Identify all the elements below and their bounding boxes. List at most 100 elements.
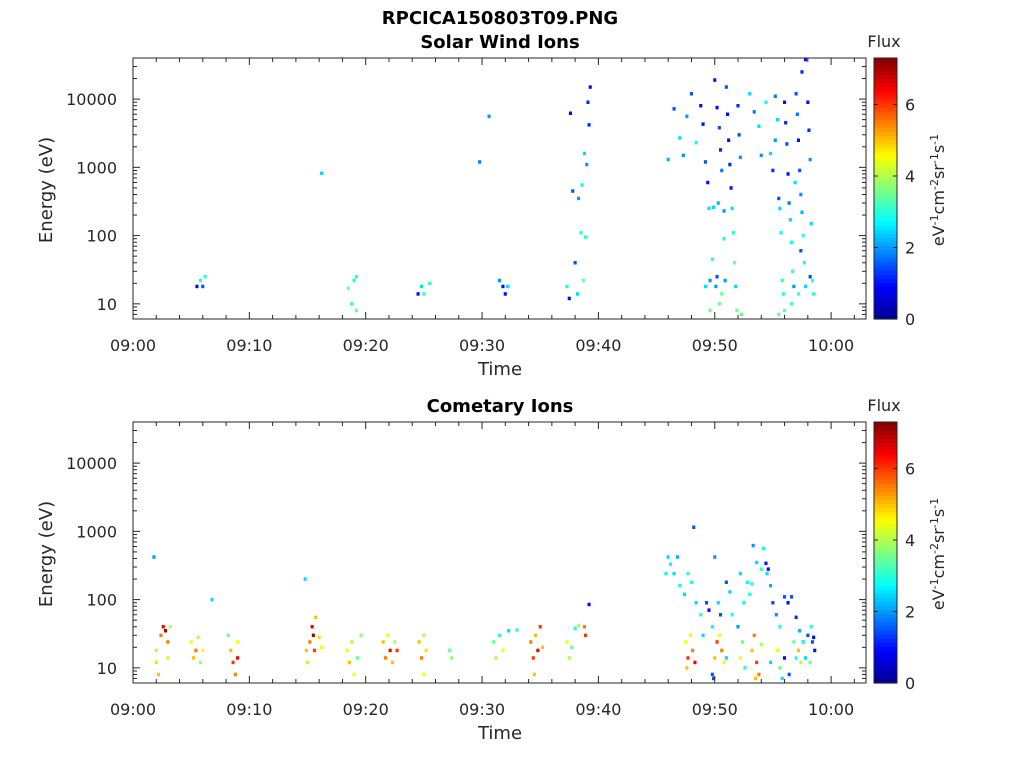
heatmap-cell	[529, 640, 533, 644]
colorbar-segment	[874, 597, 897, 603]
axes-frame	[132, 421, 867, 684]
heatmap-cell	[743, 666, 747, 670]
heatmap-cell	[707, 206, 711, 211]
heatmap-cell	[799, 660, 803, 665]
colorbar-tick-label: 6	[905, 459, 915, 478]
heatmap-cell	[233, 672, 237, 677]
heatmap-cell	[776, 117, 780, 122]
heatmap-cell	[795, 112, 799, 116]
heatmap-cell	[769, 151, 773, 156]
heatmap-cell	[730, 613, 734, 617]
colorbar-segment	[874, 306, 897, 312]
heatmap-cell	[685, 666, 689, 670]
heatmap-cell	[319, 645, 323, 650]
heatmap-cell	[706, 180, 710, 185]
heatmap-cell	[194, 648, 198, 653]
heatmap-cell	[164, 629, 168, 633]
colorbar-segment	[874, 678, 897, 684]
colorbar-segment	[874, 86, 897, 92]
heatmap-cell	[536, 648, 540, 653]
heatmap-cell	[675, 555, 679, 559]
heatmap-cell	[701, 633, 705, 638]
heatmap-cell	[577, 196, 581, 201]
heatmap-cell	[724, 580, 728, 584]
heatmap-cell	[701, 122, 705, 126]
colorbar-segment	[874, 458, 897, 464]
heatmap-cell	[803, 656, 807, 660]
heatmap-cell	[195, 284, 199, 289]
colorbar-segment	[874, 556, 897, 562]
heatmap-cell	[736, 104, 740, 108]
panel-title: Cometary Ions	[427, 396, 574, 417]
colorbar-segment	[874, 164, 897, 169]
heatmap-cell	[794, 656, 798, 660]
colorbar-segment	[874, 82, 897, 88]
heatmap-cell	[717, 302, 721, 306]
heatmap-cell	[308, 640, 312, 644]
heatmap-cell	[390, 660, 394, 665]
heatmap-cell	[386, 633, 390, 638]
heatmap-cell	[765, 571, 769, 576]
heatmap-cell	[773, 138, 777, 142]
heatmap-cell	[157, 672, 161, 677]
colorbar-segment	[874, 70, 897, 75]
colorbar-segment	[874, 184, 897, 190]
heatmap-cell	[755, 660, 759, 665]
colorbar-segment	[874, 654, 897, 660]
heatmap-cell	[807, 128, 811, 132]
heatmap-cell	[786, 172, 790, 176]
y-tick-label: 1000	[76, 522, 117, 541]
heatmap-cell	[748, 92, 752, 96]
heatmap-cell	[352, 672, 356, 677]
colorbar-segment	[874, 523, 897, 529]
colorbar-segment	[874, 483, 897, 488]
heatmap-cell	[585, 162, 589, 167]
heatmap-cell	[809, 625, 813, 629]
heatmap-cell	[723, 278, 727, 283]
x-tick-label: 09:20	[343, 700, 389, 719]
colorbar-frame	[873, 57, 898, 320]
colorbar-tick-label: 4	[905, 531, 915, 550]
heatmap-cell	[728, 590, 732, 594]
heatmap-cell	[713, 656, 717, 660]
heatmap-cell	[738, 155, 742, 160]
heatmap-cell	[715, 640, 719, 644]
heatmap-cell	[799, 192, 803, 197]
heatmap-cell	[787, 672, 791, 677]
heatmap-cell	[666, 555, 670, 559]
heatmap-cell	[774, 613, 778, 617]
colorbar-segment	[874, 629, 897, 635]
heatmap-cell	[196, 635, 200, 640]
heatmap-cell	[492, 640, 496, 644]
heatmap-cell	[714, 284, 718, 289]
colorbar-segment	[874, 662, 897, 668]
heatmap-cells	[195, 57, 816, 317]
x-tick-label: 10:00	[808, 700, 854, 719]
heatmap-cell	[532, 672, 536, 677]
heatmap-cell	[689, 580, 693, 584]
heatmap-cell	[780, 278, 784, 283]
heatmap-cell	[201, 648, 205, 653]
colorbar-segment	[874, 426, 897, 431]
heatmap-cell	[314, 615, 318, 620]
colorbar-segment	[874, 462, 897, 468]
panel-title: Solar Wind Ions	[420, 32, 579, 53]
heatmap-cell	[801, 640, 805, 644]
heatmap-cell	[573, 626, 577, 631]
colorbar-segment	[874, 286, 897, 292]
colorbar-segment	[874, 127, 897, 133]
heatmap-cell	[777, 312, 781, 317]
heatmap-cell	[748, 592, 752, 596]
heatmap-cell	[587, 602, 591, 607]
y-tick-label: 100	[86, 227, 117, 246]
colorbar-segment	[874, 564, 897, 570]
heatmap-cell	[792, 284, 796, 289]
heatmap-cell	[581, 278, 585, 283]
heatmap-cell	[588, 85, 592, 89]
heatmap-cell	[778, 206, 782, 211]
heatmap-cell	[783, 308, 787, 313]
heatmap-cell	[779, 231, 783, 235]
heatmap-cell	[798, 629, 802, 633]
colorbar-segment	[874, 278, 897, 283]
heatmap-cell	[672, 571, 676, 576]
